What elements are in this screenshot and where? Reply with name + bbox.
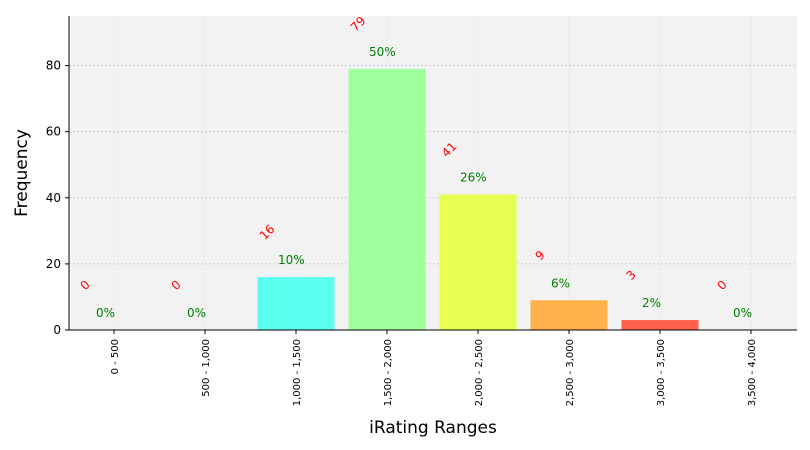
percent-label: 0% <box>187 306 206 320</box>
bar <box>530 300 608 330</box>
y-tick-label: 20 <box>46 257 61 271</box>
x-tick-label: 3,500 - 4,000 <box>747 339 758 406</box>
x-tick-label: 2,000 - 2,500 <box>474 339 485 406</box>
x-axis-title: iRating Ranges <box>369 418 497 438</box>
x-tick-label: 2,500 - 3,000 <box>565 339 576 406</box>
x-tick-label: 500 - 1,000 <box>201 339 212 397</box>
percent-label: 0% <box>733 306 752 320</box>
percent-label: 2% <box>642 296 661 310</box>
percent-label: 0% <box>96 306 115 320</box>
plot-background <box>69 16 797 330</box>
percent-label: 26% <box>460 170 487 184</box>
y-ticks: 0 20 40 60 80 <box>46 59 69 337</box>
bar <box>257 277 335 330</box>
bar <box>439 194 517 330</box>
bar <box>621 320 699 330</box>
bar <box>348 68 426 330</box>
bars <box>257 68 699 330</box>
y-tick-label: 40 <box>46 191 61 205</box>
x-tick-label: 1,000 - 1,500 <box>292 339 303 406</box>
y-tick-label: 60 <box>46 125 61 139</box>
x-tick-label: 1,500 - 2,000 <box>383 339 394 406</box>
percent-label: 50% <box>369 45 396 59</box>
y-tick-label: 0 <box>53 323 61 337</box>
percent-label: 6% <box>551 276 570 290</box>
grid-lines <box>69 16 797 330</box>
x-tick-label: 3,000 - 3,500 <box>656 339 667 406</box>
y-axis-title: Frequency <box>12 129 32 217</box>
x-ticks: 0 - 500 500 - 1,000 1,000 - 1,500 1,500 - 2… <box>110 330 758 406</box>
axes <box>68 16 797 331</box>
y-tick-label: 80 <box>46 59 61 73</box>
x-tick-label: 0 - 500 <box>110 339 121 374</box>
percent-label: 10% <box>278 253 305 267</box>
